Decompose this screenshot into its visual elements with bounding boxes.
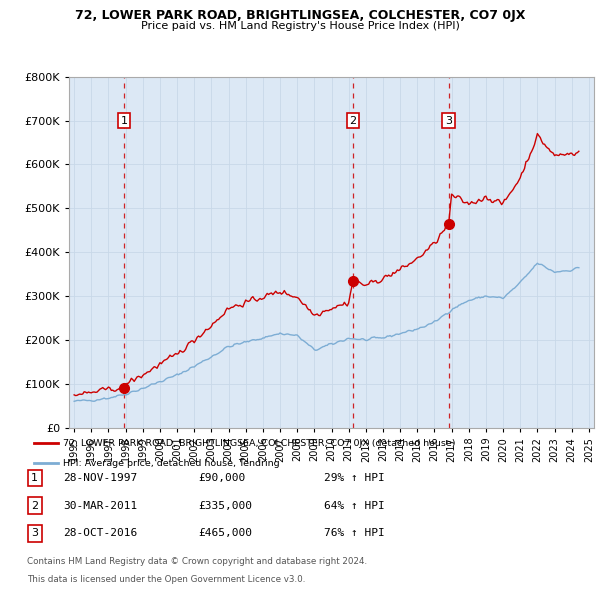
Text: 28-NOV-1997: 28-NOV-1997 <box>63 473 137 483</box>
Text: 2: 2 <box>31 501 38 510</box>
Text: £335,000: £335,000 <box>198 501 252 510</box>
Text: 2: 2 <box>349 116 356 126</box>
Text: 1: 1 <box>31 473 38 483</box>
Text: 29% ↑ HPI: 29% ↑ HPI <box>324 473 385 483</box>
Text: 1: 1 <box>121 116 128 126</box>
Text: 3: 3 <box>445 116 452 126</box>
Text: 3: 3 <box>31 529 38 538</box>
Text: £90,000: £90,000 <box>198 473 245 483</box>
Text: 30-MAR-2011: 30-MAR-2011 <box>63 501 137 510</box>
Text: HPI: Average price, detached house, Tendring: HPI: Average price, detached house, Tend… <box>64 458 280 467</box>
Text: 64% ↑ HPI: 64% ↑ HPI <box>324 501 385 510</box>
Text: 28-OCT-2016: 28-OCT-2016 <box>63 529 137 538</box>
Text: Contains HM Land Registry data © Crown copyright and database right 2024.: Contains HM Land Registry data © Crown c… <box>27 558 367 566</box>
Text: This data is licensed under the Open Government Licence v3.0.: This data is licensed under the Open Gov… <box>27 575 305 584</box>
Text: 76% ↑ HPI: 76% ↑ HPI <box>324 529 385 538</box>
Text: 72, LOWER PARK ROAD, BRIGHTLINGSEA, COLCHESTER, CO7 0JX (detached house): 72, LOWER PARK ROAD, BRIGHTLINGSEA, COLC… <box>64 438 456 448</box>
Text: Price paid vs. HM Land Registry's House Price Index (HPI): Price paid vs. HM Land Registry's House … <box>140 21 460 31</box>
Text: 72, LOWER PARK ROAD, BRIGHTLINGSEA, COLCHESTER, CO7 0JX: 72, LOWER PARK ROAD, BRIGHTLINGSEA, COLC… <box>75 9 525 22</box>
Text: £465,000: £465,000 <box>198 529 252 538</box>
